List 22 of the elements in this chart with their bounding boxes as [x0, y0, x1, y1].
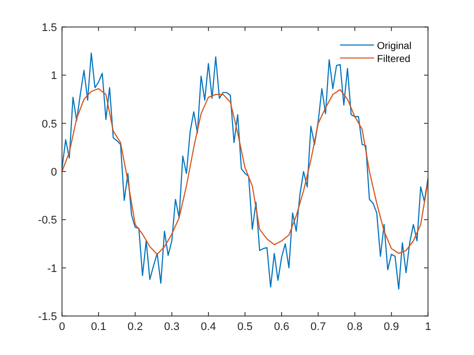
y-tick-label: -1.5 [38, 311, 57, 323]
x-tick-label: 0.5 [237, 321, 253, 333]
x-tick-label: 0 [58, 321, 66, 333]
y-tick-label: 0 [50, 166, 57, 178]
x-tick-label: 0.4 [200, 321, 216, 333]
y-tick-label: 1.5 [42, 22, 57, 34]
line-series [61, 52, 429, 290]
x-tick-label: 0.1 [90, 321, 106, 333]
y-tick-label: 1 [50, 70, 57, 82]
y-tick-label: -1 [47, 262, 57, 275]
legend-label: Original [377, 41, 412, 52]
x-tick-label: 0.6 [274, 321, 290, 333]
x-tick-label: 0.8 [347, 321, 362, 333]
y-tick-label: -0.5 [38, 214, 57, 227]
x-tick-label: 0.2 [128, 321, 143, 333]
y-tick-label: 0.5 [42, 118, 57, 130]
x-tick-label: 0.7 [310, 321, 326, 333]
line-series [61, 88, 429, 255]
x-tick-label: 1 [424, 321, 432, 333]
x-tick-label: 0.3 [164, 321, 180, 333]
legend-label: Filtered [377, 54, 410, 65]
x-tick-label: 0.9 [384, 321, 400, 333]
